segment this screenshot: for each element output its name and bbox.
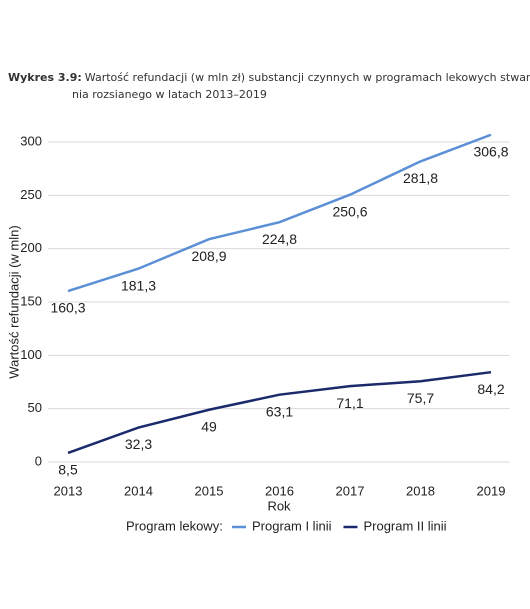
y-tick-label: 300 [20, 133, 42, 148]
data-label: 224,8 [262, 231, 297, 247]
series-line [67, 133, 492, 293]
x-tick-label: 2018 [406, 483, 435, 498]
data-label: 281,8 [403, 170, 438, 186]
data-label: 208,9 [191, 248, 226, 264]
data-label: 63,1 [266, 403, 293, 419]
chart-title: Wykres 3.9: Wartość refundacji (w mln zł)… [8, 71, 530, 84]
data-label: 84,2 [477, 381, 504, 397]
data-label: 181,3 [121, 277, 156, 293]
data-label: 75,7 [407, 390, 434, 406]
title-line: nia rozsianego w latach 2013–2019 [72, 88, 267, 101]
x-tick-label: 2016 [265, 483, 294, 498]
title-label: Wykres 3.9: [8, 71, 82, 84]
data-label: 71,1 [336, 395, 363, 411]
y-axis-title: Wartość refundacji (w mln) [6, 225, 21, 378]
x-axis-title: Rok [267, 498, 291, 513]
y-tick-label: 0 [35, 453, 42, 468]
data-label: 49 [201, 418, 217, 434]
data-label: 306,8 [473, 143, 508, 159]
legend-label: Program II linii [363, 518, 446, 533]
data-label: 8,5 [58, 462, 78, 478]
data-label: 32,3 [125, 436, 152, 452]
data-label: 250,6 [332, 203, 367, 219]
data-label: 160,3 [50, 300, 85, 316]
x-tick-label: 2019 [477, 483, 506, 498]
x-tick-label: 2014 [124, 483, 153, 498]
x-tick-label: 2017 [336, 483, 365, 498]
legend-title: Program lekowy: [126, 518, 223, 533]
y-tick-label: 200 [20, 240, 42, 255]
legend-label: Program I linii [252, 518, 332, 533]
series-line [67, 370, 492, 455]
y-tick-label: 250 [20, 187, 42, 202]
x-tick-label: 2013 [54, 483, 83, 498]
y-tick-label: 150 [20, 293, 42, 308]
title-line: Wartość refundacji (w mln zł) substancji… [85, 71, 530, 84]
y-tick-label: 50 [28, 400, 42, 415]
x-tick-label: 2015 [195, 483, 224, 498]
y-tick-label: 100 [20, 347, 42, 362]
